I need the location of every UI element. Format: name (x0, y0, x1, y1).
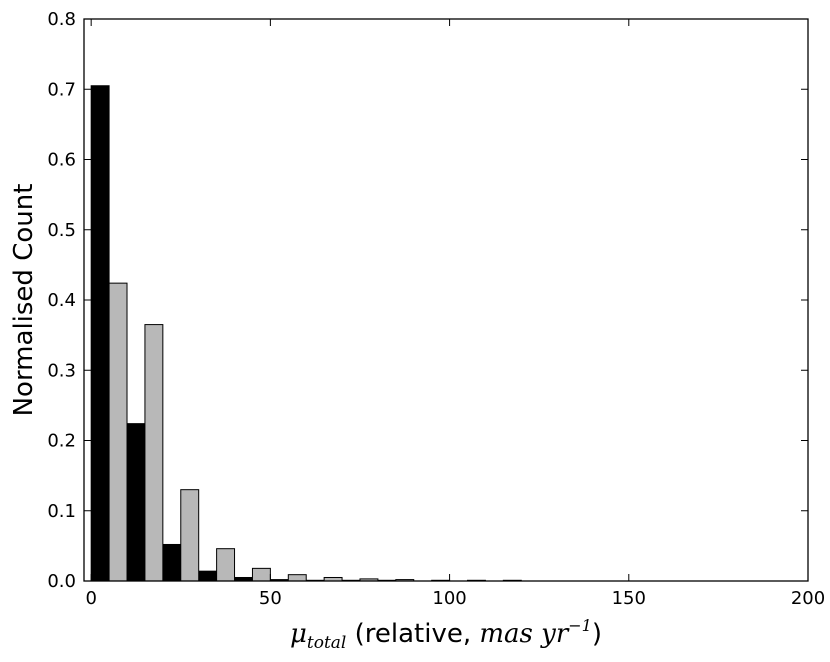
y-tick-label: 0.1 (47, 501, 76, 522)
x-axis-subscript: total (307, 633, 346, 653)
bar-series1-bin-10 (126, 423, 146, 582)
bar-series2-bin-5 (108, 282, 128, 582)
bar-series2-bin-35 (216, 548, 236, 582)
bar-series2-bin-45 (251, 567, 271, 582)
bar-series1-bin-0 (90, 85, 110, 582)
x-axis-close: ) (592, 619, 602, 649)
bar-series1-bin-30 (198, 570, 218, 582)
y-tick-label: 0.2 (47, 431, 76, 452)
ticks-group: 0 50 100 150 200 0.0 0.1 0.2 0.3 0.4 0.5 0.6 0.7 0.8 (47, 9, 825, 609)
y-tick-label: 0.8 (47, 9, 76, 30)
y-tick-label: 0.4 (47, 290, 76, 311)
bar-series2-bin-25 (180, 489, 200, 582)
y-tick-label: 0.6 (47, 150, 76, 171)
x-axis-title: μtotal (relative, mas yr−1) (290, 616, 602, 653)
x-axis-exponent: −1 (568, 616, 592, 635)
x-tick-label: 150 (612, 588, 646, 609)
x-axis-symbol: μ (290, 619, 307, 649)
bars-group (90, 85, 522, 582)
y-tick-label: 0.5 (47, 220, 76, 241)
bar-series2-bin-55 (287, 574, 307, 582)
x-tick-label: 50 (259, 588, 282, 609)
x-tick-label: 200 (791, 588, 825, 609)
y-tick-label: 0.0 (47, 571, 76, 592)
y-axis-title: Normalised Count (9, 184, 39, 417)
y-tick-label: 0.3 (47, 360, 76, 381)
x-tick-label: 100 (432, 588, 466, 609)
bar-series2-bin-15 (144, 324, 164, 582)
bar-series1-bin-20 (162, 543, 182, 582)
x-axis-text: (relative, (346, 619, 479, 649)
x-tick-label: 0 (85, 588, 96, 609)
y-tick-label: 0.7 (47, 79, 76, 100)
x-axis-unit: mas yr (479, 619, 569, 649)
